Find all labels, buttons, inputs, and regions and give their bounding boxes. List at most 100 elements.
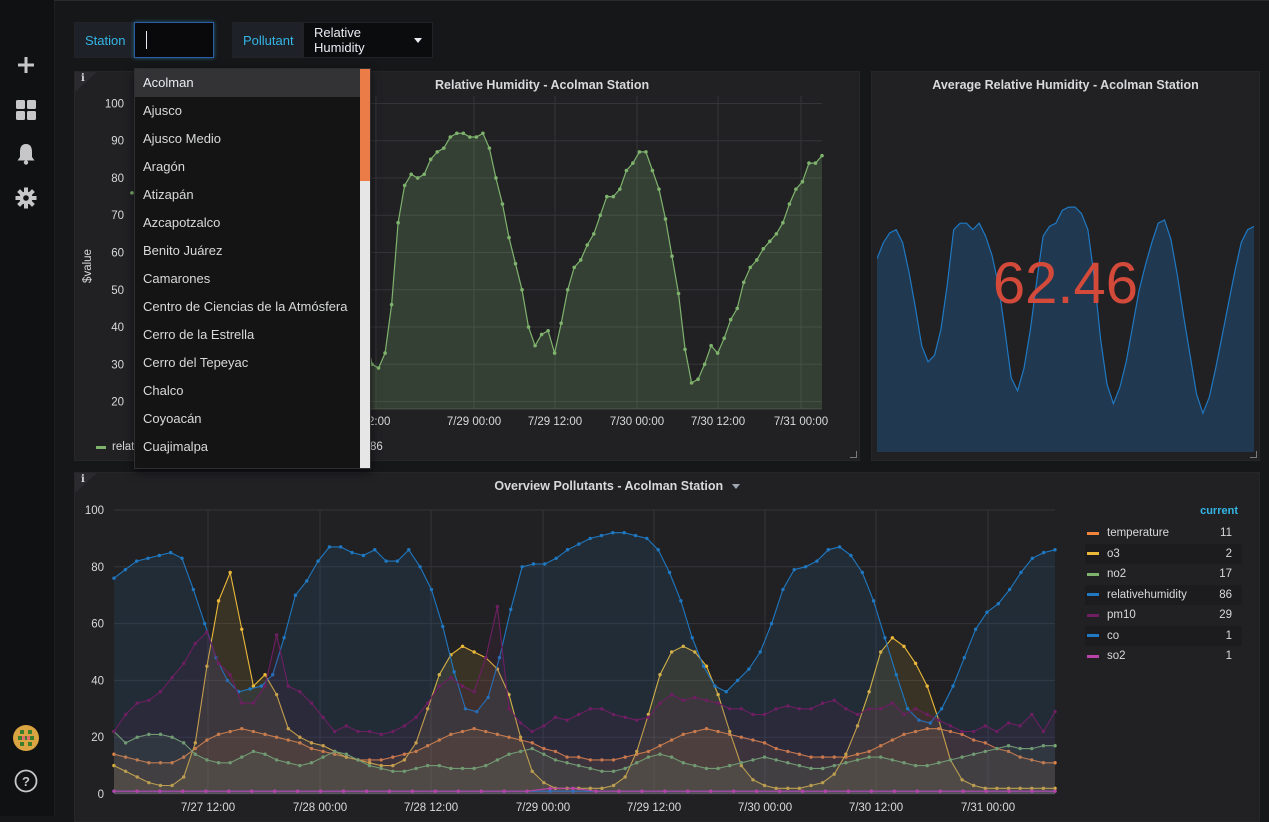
series-point-no2 (367, 763, 372, 768)
legend-item-co[interactable]: co 1 (1085, 625, 1242, 646)
dropdown-scrollbar[interactable] (360, 69, 370, 468)
humidity-point (507, 235, 511, 240)
station-option[interactable]: Coyoacán (143, 411, 202, 426)
station-option[interactable]: Aragón (143, 159, 185, 174)
legend-item-so2[interactable]: so2 1 (1085, 646, 1242, 667)
series-point-no2 (1018, 746, 1022, 751)
series-point-so2 (502, 789, 506, 793)
series-point-so2 (938, 789, 942, 793)
info-icon: i (81, 73, 85, 84)
y-tick-label: 100 (105, 98, 124, 110)
series-point-relativehumidity (758, 650, 762, 654)
station-option[interactable]: Chalco (143, 383, 184, 398)
series-point-temperature (216, 732, 221, 737)
series-point-so2 (525, 789, 529, 793)
series-point-pm10 (274, 633, 279, 637)
series-point-no2 (704, 766, 709, 771)
series-point-pm10 (1018, 724, 1022, 728)
station-option[interactable]: Acolman (135, 69, 370, 97)
series-point-relativehumidity (339, 545, 343, 549)
series-point-no2 (495, 758, 500, 762)
series-point-no2 (1030, 746, 1034, 751)
series-point-o3 (809, 783, 813, 788)
dashboards-icon[interactable] (12, 96, 40, 124)
gear-icon[interactable] (12, 184, 40, 212)
humidity-point (513, 261, 518, 266)
bell-icon[interactable] (12, 140, 40, 168)
series-point-no2 (240, 755, 244, 759)
series-area-so2 (114, 788, 1055, 794)
station-option[interactable]: Azcapotzalco (143, 215, 221, 230)
series-point-no2 (774, 758, 778, 762)
legend-item-pm10[interactable]: pm10 29 (1085, 605, 1242, 626)
series-point-so2 (663, 789, 667, 793)
resize-handle[interactable] (1250, 451, 1257, 458)
series-point-temperature (1006, 749, 1011, 754)
legend-item-no2[interactable]: no2 17 (1085, 564, 1242, 585)
legend-item-temperature[interactable]: temperature 11 (1085, 523, 1242, 544)
legend-swatch (1087, 593, 1099, 597)
series-point-pm10 (1041, 729, 1046, 734)
series-point-relativehumidity (928, 721, 932, 725)
series-point-o3 (182, 775, 186, 779)
legend-item-o3[interactable]: o3 2 (1085, 543, 1242, 564)
station-search-input[interactable] (134, 22, 214, 58)
help-icon[interactable]: ? (12, 767, 40, 795)
average-panel-title[interactable]: Average Relative Humidity - Acolman Stat… (932, 78, 1199, 92)
series-point-pm10 (646, 715, 651, 720)
station-option[interactable]: Centro de Ciencias de la Atmósfera (143, 299, 348, 314)
legend-series-name: o3 (1107, 547, 1120, 560)
pollutant-select-value: Relative Humidity (314, 25, 365, 55)
y-tick-label: 40 (111, 322, 124, 334)
series-point-temperature (1053, 761, 1057, 765)
humidity-panel-title[interactable]: Relative Humidity - Acolman Station (435, 78, 650, 92)
series-point-no2 (437, 763, 441, 768)
series-point-no2 (170, 735, 174, 739)
overview-panel-title[interactable]: Overview Pollutants - Acolman Station (0, 479, 1259, 493)
station-option[interactable]: Cerro de la Estrella (143, 327, 255, 342)
series-point-no2 (251, 749, 256, 754)
x-tick-label: 7/29 00:00 (516, 802, 570, 814)
y-tick-label: 20 (111, 397, 124, 409)
station-option[interactable]: Camarones (143, 271, 211, 286)
humidity-point (559, 321, 563, 326)
station-option[interactable]: Cerro del Tepeyac (143, 355, 249, 370)
plus-icon[interactable] (12, 51, 40, 79)
series-point-o3 (588, 786, 593, 791)
series-point-pm10 (263, 684, 267, 688)
series-point-no2 (948, 758, 953, 762)
legend-series-name: pm10 (1107, 609, 1136, 622)
pollutant-select[interactable]: Relative Humidity (303, 22, 433, 58)
series-point-pm10 (902, 712, 906, 717)
series-point-no2 (762, 755, 767, 759)
series-point-temperature (182, 755, 186, 759)
series-point-o3 (286, 726, 290, 731)
station-option[interactable]: Ajusco Medio (143, 131, 222, 146)
series-point-o3 (890, 636, 895, 640)
series-point-temperature (449, 732, 453, 737)
legend-header-current[interactable]: current (1200, 505, 1238, 517)
series-point-no2 (344, 752, 349, 756)
series-area-relativehumidity (114, 532, 1055, 794)
station-option[interactable]: Ajusco (143, 103, 183, 118)
series-point-so2 (571, 786, 575, 791)
humidity-point (787, 202, 792, 206)
station-option[interactable]: Benito Juárez (143, 243, 223, 258)
resize-handle[interactable] (850, 451, 857, 458)
series-point-relativehumidity (112, 576, 116, 580)
scrollbar-thumb[interactable] (360, 69, 370, 181)
legend-item-relativehumidity[interactable]: relativehumidity 86 (1085, 584, 1242, 605)
series-point-relativehumidity (951, 684, 955, 688)
series-point-temperature (669, 738, 674, 742)
series-point-relativehumidity (905, 707, 910, 711)
series-point-relativehumidity (679, 599, 683, 603)
series-point-so2 (731, 789, 736, 793)
series-point-relativehumidity (939, 707, 944, 711)
humidity-legend-name[interactable]: relat (112, 441, 135, 453)
station-option[interactable]: Atizapán (143, 187, 194, 202)
series-point-so2 (295, 789, 300, 793)
series-point-o3 (716, 692, 720, 697)
station-option[interactable]: Cuajimalpa (143, 439, 209, 454)
user-avatar[interactable] (12, 724, 40, 752)
series-point-so2 (318, 789, 323, 793)
